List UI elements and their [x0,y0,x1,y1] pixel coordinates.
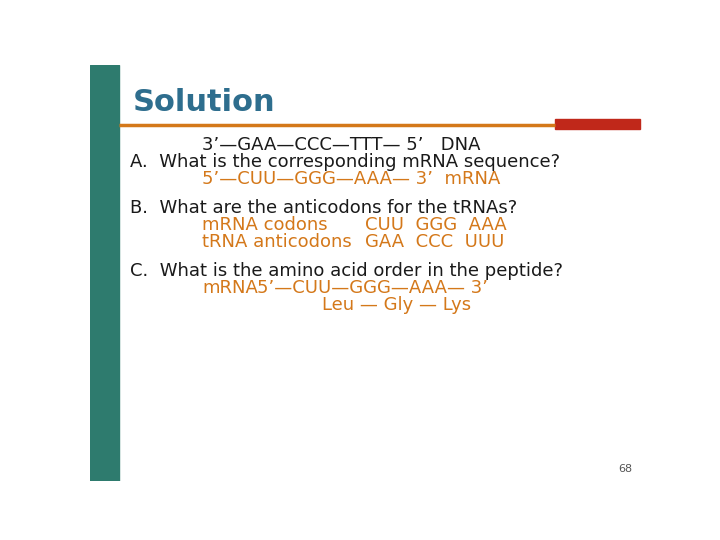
Text: Leu — Gly — Lys: Leu — Gly — Lys [323,296,472,314]
Bar [90,65,120,481]
Bar [555,119,640,130]
Text: B.  What are the anticodons for the tRNAs?: B. What are the anticodons for the tRNAs… [130,199,518,217]
Text: 68: 68 [618,464,632,475]
Text: CUU  GGG  AAA: CUU GGG AAA [365,215,507,234]
Text: C.  What is the amino acid order in the peptide?: C. What is the amino acid order in the p… [130,262,563,280]
Text: Solution: Solution [132,88,275,117]
Text: mRNA: mRNA [202,279,258,297]
Text: GAA  CCC  UUU: GAA CCC UUU [365,233,505,251]
Text: 3’—GAA—CCC—TTT— 5’   DNA: 3’—GAA—CCC—TTT— 5’ DNA [202,136,481,154]
Text: A.  What is the corresponding mRNA sequence?: A. What is the corresponding mRNA sequen… [130,153,560,171]
Text: mRNA codons: mRNA codons [202,215,328,234]
Text: 5’—CUU—GGG—AAA— 3’: 5’—CUU—GGG—AAA— 3’ [256,279,487,297]
Text: 5’—CUU—GGG—AAA— 3’  mRNA: 5’—CUU—GGG—AAA— 3’ mRNA [202,170,500,187]
Text: tRNA anticodons: tRNA anticodons [202,233,352,251]
